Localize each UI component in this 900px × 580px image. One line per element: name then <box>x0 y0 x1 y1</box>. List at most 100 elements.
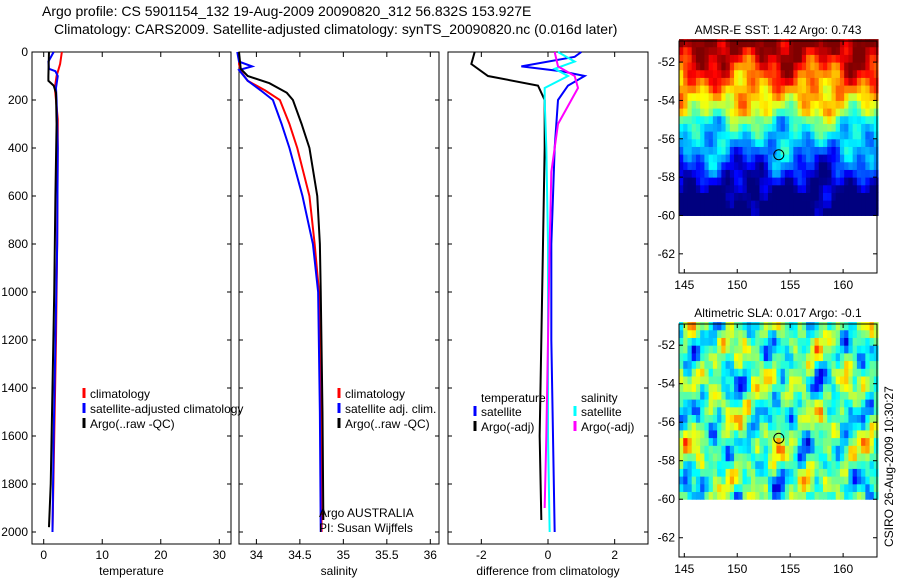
heatmap-cell <box>839 207 845 216</box>
heatmap-cell <box>759 161 765 170</box>
heatmap-cell <box>789 146 794 155</box>
heatmap-cell <box>742 399 748 408</box>
heatmap-cell <box>725 460 731 469</box>
heatmap-cell <box>801 437 807 446</box>
heatmap-cell <box>865 322 871 331</box>
heatmap-cell <box>873 391 879 400</box>
heatmap-cell <box>725 92 731 101</box>
heatmap-cell <box>738 46 744 55</box>
heatmap-cell <box>772 100 777 109</box>
heatmap-cell <box>848 77 854 86</box>
heatmap-cell <box>763 445 769 454</box>
heatmap-cell <box>831 207 837 216</box>
heatmap-cell <box>780 414 786 423</box>
heatmap-cell <box>784 177 790 186</box>
heatmap-cell <box>839 437 845 446</box>
heatmap-cell <box>848 345 854 354</box>
heatmap-cell <box>784 352 790 362</box>
heatmap-cell <box>679 352 684 362</box>
heatmap-cell <box>751 337 756 346</box>
heatmap-cell <box>823 375 828 385</box>
heatmap-cell <box>729 85 735 94</box>
heatmap-cell <box>801 391 807 400</box>
heatmap-cell <box>679 85 684 94</box>
heatmap-cell <box>861 329 866 338</box>
heatmap-cell <box>721 207 727 216</box>
heatmap-cell <box>683 360 688 369</box>
heatmap-cell <box>700 161 705 170</box>
heatmap-cell <box>810 115 816 124</box>
heatmap-cell <box>772 476 777 485</box>
heatmap-cell <box>801 161 807 170</box>
heatmap-cell <box>831 54 837 63</box>
heatmap-cell <box>683 184 688 193</box>
heatmap-cell <box>759 39 765 48</box>
heatmap-cell <box>721 352 727 362</box>
heatmap-cell <box>772 69 777 78</box>
heatmap-cell <box>704 460 710 469</box>
heatmap-cell <box>831 345 837 354</box>
heatmap-cell <box>852 360 858 369</box>
heatmap-cell <box>751 391 756 400</box>
heatmap-cell <box>810 483 816 493</box>
heatmap-cell <box>776 69 782 78</box>
heatmap-cell <box>746 329 752 338</box>
heatmap-cell <box>708 100 714 109</box>
heatmap-cell <box>746 399 752 408</box>
heatmap-cell <box>704 154 710 163</box>
heatmap-cell <box>844 468 849 477</box>
heatmap-cell <box>780 491 786 500</box>
heatmap-cell <box>801 383 807 392</box>
heatmap-cell <box>861 54 866 63</box>
heatmap-cell <box>738 329 744 338</box>
heatmap-cell <box>865 352 871 362</box>
heatmap-cell <box>827 352 832 362</box>
heatmap-cell <box>823 437 828 446</box>
heatmap-cell <box>776 429 782 439</box>
heatmap-cell <box>704 100 710 109</box>
heatmap-cell <box>717 154 722 163</box>
heatmap-cell <box>839 406 845 416</box>
heatmap-cell <box>848 322 854 331</box>
heatmap-cell <box>780 422 786 431</box>
heatmap-cell <box>729 368 735 377</box>
heatmap-cell <box>856 329 862 338</box>
heatmap-cell <box>823 483 828 493</box>
y-tick-label: 600 <box>8 189 28 203</box>
heatmap-cell <box>780 460 786 469</box>
heatmap-cell <box>793 154 799 163</box>
heatmap-cell <box>751 77 756 86</box>
heatmap-cell <box>683 391 688 400</box>
heatmap-cell <box>717 77 722 86</box>
heatmap-cell <box>691 345 697 354</box>
heatmap-cell <box>721 131 727 140</box>
heatmap-cell <box>789 108 794 117</box>
heatmap-cell <box>725 100 731 109</box>
heatmap-cell <box>734 184 739 193</box>
heatmap-cell <box>810 329 816 338</box>
heatmap-cell <box>742 115 748 124</box>
heatmap-cell <box>844 123 849 132</box>
heatmap-cell <box>789 406 794 416</box>
heatmap-cell <box>742 483 748 493</box>
heatmap-cell <box>776 460 782 469</box>
heatmap-cell <box>717 491 722 500</box>
heatmap-cell <box>721 476 727 485</box>
heatmap-cell <box>865 62 871 71</box>
heatmap-cell <box>717 192 722 201</box>
heatmap-cell <box>839 391 845 400</box>
heatmap-cell <box>861 207 866 216</box>
heatmap-cell <box>873 177 879 186</box>
heatmap-cell <box>827 177 832 186</box>
heatmap-cell <box>759 375 765 385</box>
heatmap-cell <box>691 399 697 408</box>
heatmap-cell <box>721 414 727 423</box>
heatmap-cell <box>772 108 777 117</box>
heatmap-cell <box>717 453 722 462</box>
heatmap-cell <box>742 460 748 469</box>
heatmap-cell <box>738 414 744 423</box>
heatmap-cell <box>738 154 744 163</box>
heatmap-cell <box>784 200 790 209</box>
heatmap-cell <box>683 146 688 155</box>
heatmap-cell <box>810 62 816 71</box>
